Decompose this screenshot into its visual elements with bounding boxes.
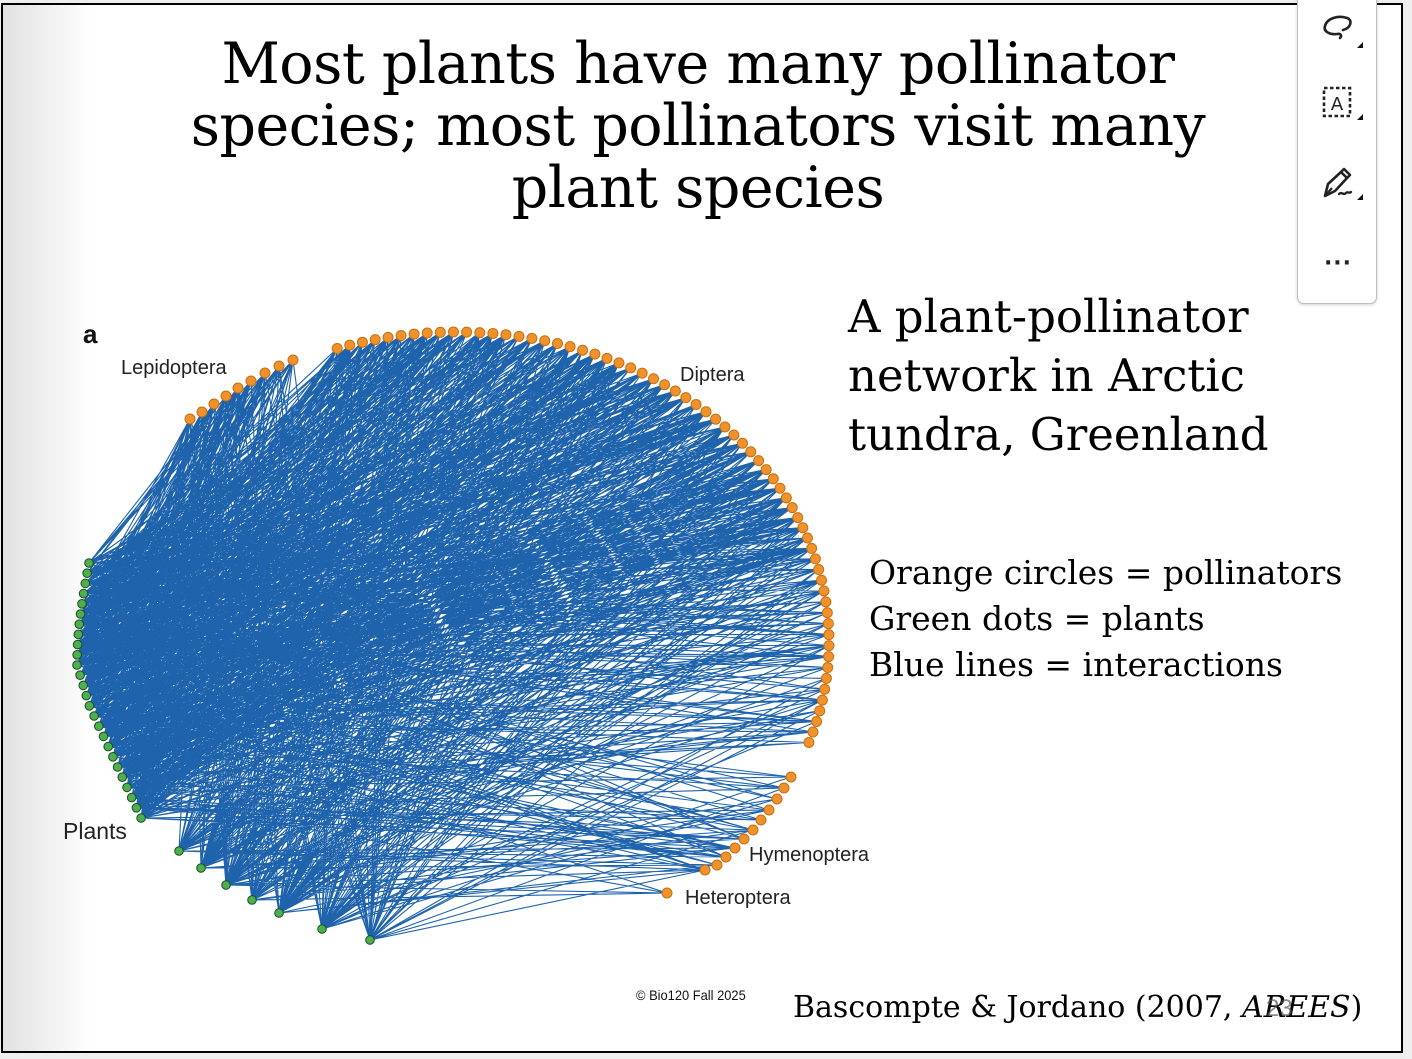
heteroptera-label: Heteroptera	[685, 887, 791, 909]
pollinator-nodes	[184, 326, 835, 899]
lasso-select-button[interactable]	[1310, 5, 1366, 61]
subtitle-line-3: tundra, Greenland	[848, 408, 1269, 461]
annotation-toolbar: A ···	[1297, 0, 1377, 304]
text-select-glyph: A	[1331, 94, 1344, 115]
citation: Bascompte & Jordano (2007, AREES)	[793, 990, 1362, 1025]
slide-title: Most plants have many pollinator species…	[63, 33, 1333, 219]
more-options-icon: ···	[1323, 250, 1353, 276]
subtitle-line-1: A plant-pollinator	[848, 290, 1249, 343]
pen-draw-icon	[1323, 167, 1363, 200]
pen-draw-button[interactable]	[1310, 157, 1366, 213]
plant-nodes	[72, 558, 375, 945]
citation-suffix: )	[1350, 990, 1363, 1025]
citation-prefix: Bascompte & Jordano (2007,	[793, 990, 1242, 1025]
lasso-select-icon	[1323, 15, 1363, 48]
diptera-label: Diptera	[680, 364, 745, 386]
slide: Most plants have many pollinator species…	[1, 3, 1403, 1053]
legend-pollinators: Orange circles = pollinators	[869, 553, 1343, 592]
hymenoptera-label: Hymenoptera	[749, 844, 870, 866]
figure-caption-heading: A plant-pollinator network in Arctic tun…	[848, 287, 1269, 464]
interaction-edges	[76, 331, 830, 941]
legend-plants: Green dots = plants	[869, 599, 1205, 638]
subtitle-line-2: network in Arctic	[848, 349, 1245, 402]
panel-label: a	[83, 319, 98, 349]
title-line-1: Most plants have many pollinator	[221, 31, 1175, 97]
text-select-button[interactable]: A	[1310, 77, 1366, 133]
figure-legend: Orange circles = pollinators Green dots …	[869, 550, 1342, 688]
more-options-button[interactable]: ···	[1310, 235, 1366, 291]
lepidoptera-label: Lepidoptera	[121, 357, 227, 379]
viewer-background	[1404, 0, 1412, 1059]
title-line-3: plant species	[511, 155, 885, 221]
legend-interactions: Blue lines = interactions	[869, 645, 1283, 684]
text-select-icon: A	[1322, 86, 1363, 120]
pollination-network-figure	[72, 326, 835, 945]
page-number: 23	[1266, 995, 1293, 1022]
plants-label: Plants	[63, 818, 127, 844]
copyright-notice: © Bio120 Fall 2025	[636, 987, 746, 1003]
title-line-2: species; most pollinators visit many	[190, 93, 1206, 159]
citation-journal: AREES	[1242, 990, 1351, 1025]
